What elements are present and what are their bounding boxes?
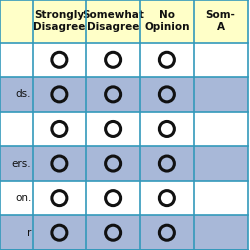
Bar	[140, 112, 194, 146]
Bar	[140, 42, 194, 77]
Text: Som-
A: Som- A	[206, 10, 236, 32]
Bar	[86, 42, 140, 77]
Bar	[194, 77, 248, 112]
Bar	[194, 0, 248, 42]
Bar	[0, 181, 32, 216]
Bar	[194, 42, 248, 77]
Bar	[32, 216, 86, 250]
Bar	[140, 216, 194, 250]
Text: on.: on.	[15, 193, 31, 203]
Bar	[0, 146, 32, 181]
Text: Strongly
Disagree: Strongly Disagree	[33, 10, 86, 32]
Bar	[86, 146, 140, 181]
Bar	[0, 216, 32, 250]
Text: ds.: ds.	[16, 90, 31, 100]
Bar	[194, 112, 248, 146]
Text: ers.: ers.	[12, 158, 31, 168]
Bar	[32, 0, 86, 42]
Bar	[86, 181, 140, 216]
Bar	[32, 42, 86, 77]
Bar	[140, 181, 194, 216]
Bar	[194, 146, 248, 181]
Bar	[0, 42, 32, 77]
Bar	[140, 146, 194, 181]
Bar	[86, 77, 140, 112]
Bar	[86, 0, 140, 42]
Bar	[194, 181, 248, 216]
Bar	[32, 181, 86, 216]
Bar	[140, 0, 194, 42]
Bar	[86, 216, 140, 250]
Bar	[32, 77, 86, 112]
Bar	[0, 112, 32, 146]
Bar	[32, 112, 86, 146]
Bar	[140, 77, 194, 112]
Bar	[86, 112, 140, 146]
Text: r: r	[27, 228, 31, 238]
Bar	[0, 77, 32, 112]
Bar	[0, 0, 32, 42]
Text: No
Opinion: No Opinion	[144, 10, 190, 32]
Bar	[32, 146, 86, 181]
Bar	[194, 216, 248, 250]
Text: Somewhat
Disagree: Somewhat Disagree	[82, 10, 144, 32]
